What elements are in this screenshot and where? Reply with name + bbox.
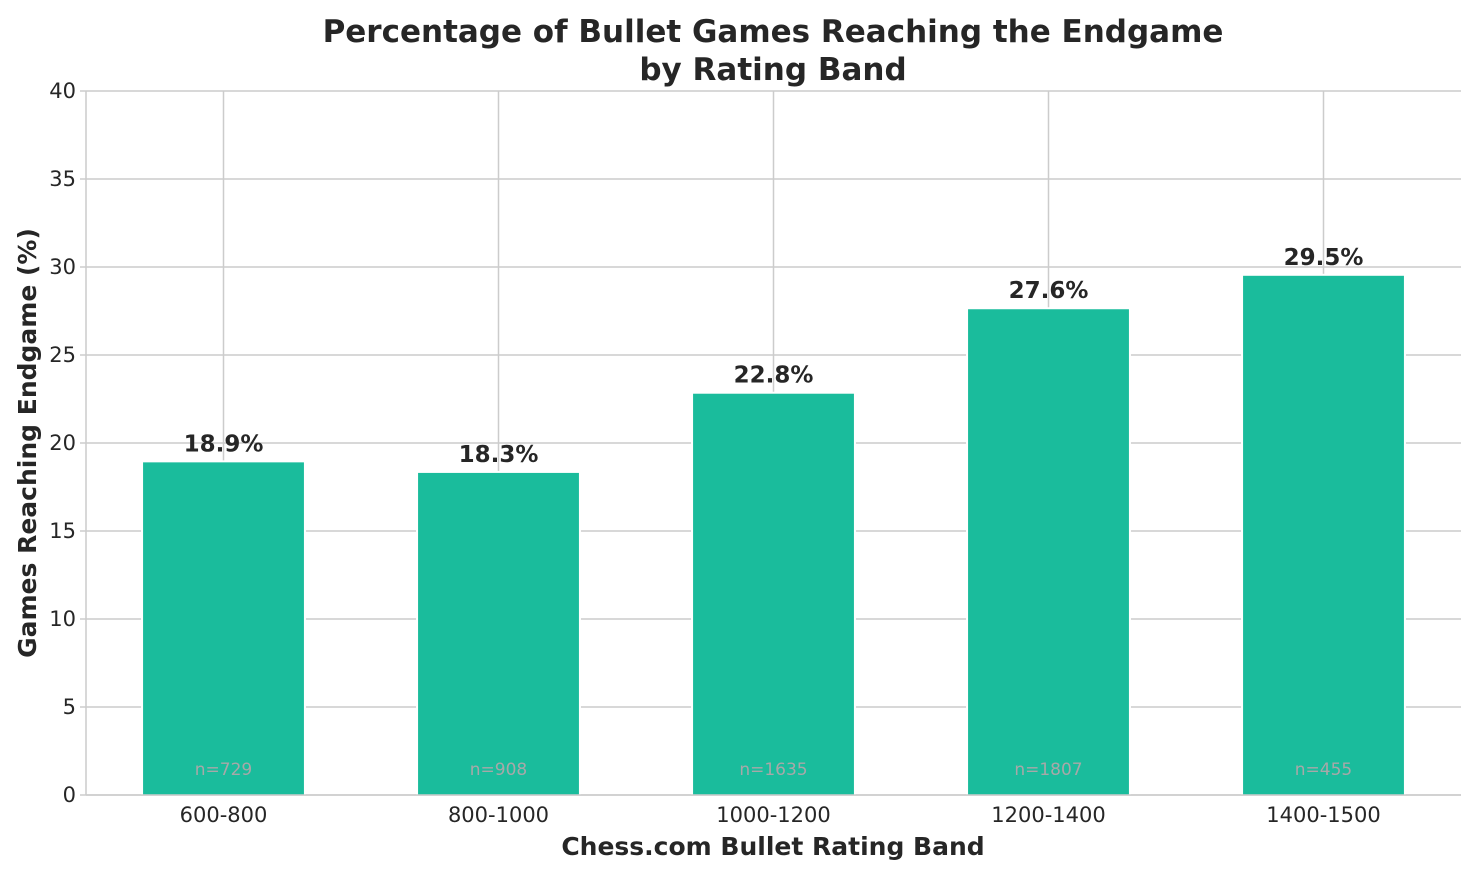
- value-label: 18.9%: [184, 431, 264, 457]
- x-tick-label: 1000-1200: [716, 803, 830, 827]
- x-tick-label: 800-1000: [448, 803, 549, 827]
- x-tick-label: 1200-1400: [991, 803, 1105, 827]
- y-tick-label: 20: [49, 431, 76, 455]
- value-label: 27.6%: [1009, 278, 1089, 304]
- sample-size-label: n=1807: [1014, 760, 1082, 780]
- x-tick-label: 600-800: [180, 803, 268, 827]
- sample-size-labels: n=729 n=908 n=1635 n=1807 n=455: [195, 760, 1352, 780]
- y-tick-label: 40: [49, 79, 76, 103]
- y-tick-label: 30: [49, 255, 76, 279]
- sample-size-label: n=455: [1295, 760, 1352, 780]
- value-label: 18.3%: [459, 442, 539, 468]
- sample-size-label: n=1635: [739, 760, 807, 780]
- value-label: 22.8%: [734, 363, 814, 389]
- y-tick-label: 35: [49, 167, 76, 191]
- x-tick-labels: 600-800 800-1000 1000-1200 1200-1400 1400-15…: [180, 803, 1381, 827]
- y-tick-label: 25: [49, 343, 76, 367]
- bar-600-800: [143, 462, 304, 795]
- value-label: 29.5%: [1284, 245, 1364, 271]
- chart-title-line-1: Percentage of Bullet Games Reaching the …: [323, 14, 1224, 50]
- y-tick-label: 10: [49, 607, 76, 631]
- bar-800-1000: [418, 472, 579, 795]
- x-axis-label: Chess.com Bullet Rating Band: [561, 832, 984, 861]
- y-tick-label: 5: [63, 695, 76, 719]
- bar-1200-1400: [968, 309, 1129, 795]
- bar-1000-1200: [693, 393, 854, 795]
- bar-1400-1500: [1243, 275, 1404, 795]
- y-tick-labels: 0 5 10 15 20 25 30 35 40: [49, 79, 86, 807]
- y-tick-label: 0: [63, 783, 76, 807]
- x-tick-label: 1400-1500: [1266, 803, 1380, 827]
- y-axis-label: Games Reaching Endgame (%): [13, 228, 42, 658]
- sample-size-label: n=908: [470, 760, 527, 780]
- bars: [141, 273, 1406, 795]
- chart-title-line-2: by Rating Band: [639, 52, 906, 88]
- y-tick-label: 15: [49, 519, 76, 543]
- sample-size-label: n=729: [195, 760, 252, 780]
- value-labels: 18.9% 18.3% 22.8% 27.6% 29.5%: [184, 245, 1364, 468]
